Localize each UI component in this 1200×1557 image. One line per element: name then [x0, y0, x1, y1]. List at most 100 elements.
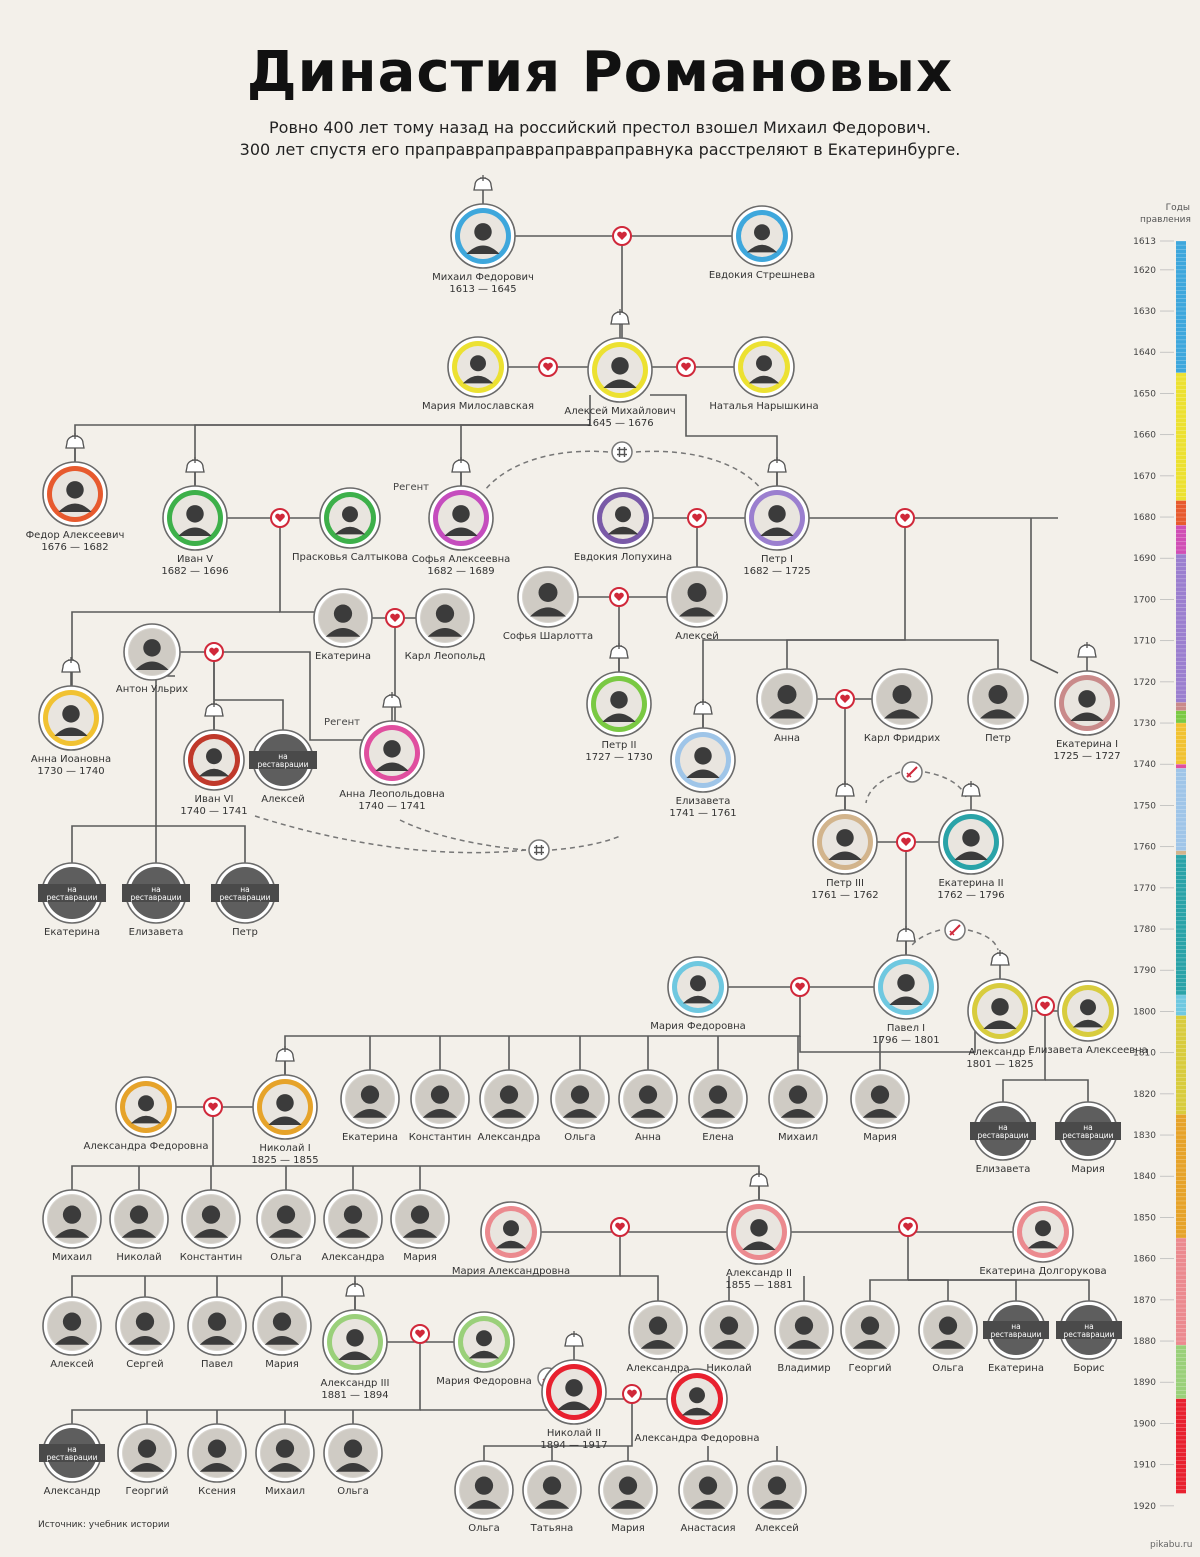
person-node-vladimir-aleksandrovich[interactable]: Владимир: [774, 1300, 834, 1374]
person-node-mikhail-nikolaevich[interactable]: Михаил: [42, 1189, 102, 1263]
person-node-evdokia-lopukhina[interactable]: Евдокия Лопухина: [574, 487, 672, 563]
portrait-body: [422, 1108, 458, 1118]
person-node-anton-ulrikh[interactable]: Антон Ульрих: [116, 623, 188, 695]
person-node-anastasia-nikolaevna[interactable]: Анастасия: [678, 1460, 738, 1534]
person-node-mikhail-pavlovich[interactable]: Михаил: [768, 1069, 828, 1143]
portrait-body: [557, 1401, 591, 1410]
person-node-olga-pavlovna[interactable]: Ольга: [550, 1069, 610, 1143]
person-node-sofia-charlotta[interactable]: Софья Шарлотта: [503, 566, 593, 642]
person-node-natalia-naryshkina[interactable]: Наталья Нарышкина: [709, 336, 819, 412]
person-name: Елизавета: [676, 796, 731, 807]
portrait-body: [530, 607, 566, 617]
crown-icon: [345, 1281, 365, 1310]
person-name: Мария: [863, 1132, 897, 1143]
person-node-maria-aleksandrovna-2[interactable]: Мария: [252, 1296, 312, 1370]
person-node-maria-nikolaevna[interactable]: Мария: [390, 1189, 450, 1263]
person-node-aleksandra-nikolaevna[interactable]: Александра: [322, 1189, 385, 1263]
person-node-aleksandra-fedorovna-1[interactable]: Александра Федоровна: [84, 1076, 209, 1152]
person-node-sergei-aleksandrovich[interactable]: Сергей: [115, 1296, 175, 1370]
person-node-ekaterina-pavlovna[interactable]: Екатерина: [340, 1069, 400, 1143]
person-node-evdokia-streshneva[interactable]: Евдокия Стрешнева: [709, 205, 815, 281]
restoration-text: реставрации: [257, 760, 308, 769]
person-node-karl-fridrikh[interactable]: Карл Фридрих: [864, 668, 940, 744]
timeline-year-label: 1730: [1133, 719, 1156, 729]
person-name: Мария Федоровна: [436, 1376, 532, 1387]
person-node-maria-fedorovna-2[interactable]: Мария Федоровна: [436, 1311, 532, 1387]
person-node-maria-miloslavskaya[interactable]: Мария Милославская: [422, 336, 534, 412]
timeline-year-label: 1620: [1133, 266, 1156, 276]
person-node-anna-petrovna[interactable]: Анна: [756, 668, 818, 744]
person-node-pavel-aleksandrovich[interactable]: Павел: [187, 1296, 247, 1370]
person-node-petr-petrovich[interactable]: Петр: [967, 668, 1029, 744]
person-node-olga-nikolaevna-2[interactable]: Ольга: [454, 1460, 514, 1534]
tree-line: [71, 1342, 421, 1426]
person-node-ekaterina-ivanovna[interactable]: Екатерина: [313, 588, 373, 662]
reign-segment: [1176, 854, 1186, 995]
person-node-konstantin-pavlovich[interactable]: Константин: [409, 1069, 472, 1143]
person-node-nikolai-nikolaevich[interactable]: Николай: [109, 1189, 169, 1263]
person-node-olga-aleksandrovna[interactable]: Ольга: [323, 1423, 383, 1497]
person-node-anna-pavlovna[interactable]: Анна: [618, 1069, 678, 1143]
person-node-maria-pavlovna[interactable]: Мария: [850, 1069, 910, 1143]
person-node-elizaveta-alekseevna[interactable]: Елизавета Алексеевна: [1028, 980, 1148, 1056]
person-node-aleksandra-fedorovna-2[interactable]: Александра Федоровна: [635, 1368, 760, 1444]
person-node-aleksei-aleksandrovich[interactable]: Алексей: [42, 1296, 102, 1370]
person-node-maria-nikolaevna-2[interactable]: Мария: [598, 1460, 658, 1534]
person-node-nikolai-aleksandrovich[interactable]: Николай: [699, 1300, 759, 1374]
person-node-aleksandra-pavlovna[interactable]: Александра: [478, 1069, 541, 1143]
person-name: Ольга: [270, 1252, 302, 1263]
portrait-body: [930, 1339, 966, 1349]
person-node-elena-pavlovna[interactable]: Елена: [688, 1069, 748, 1143]
person-node-aleksei-petrovich[interactable]: Алексей: [666, 566, 728, 642]
person-node-karl-leopold[interactable]: Карл Леопольд: [405, 588, 486, 662]
portrait-body: [325, 627, 361, 637]
person-node-maria-aleksandrovna[interactable]: Мария Александровна: [452, 1201, 570, 1277]
restoration-text: реставрации: [977, 1131, 1028, 1140]
person-node-olga-nikolaevna[interactable]: Ольга: [256, 1189, 316, 1263]
person-node-mikhail-aleksandrovich[interactable]: Михаил: [255, 1423, 315, 1497]
person-node-maria-fedorovna-1[interactable]: Мария Федоровна: [650, 956, 746, 1032]
person-node-praskovya-saltykova[interactable]: Прасковья Салтыкова: [292, 487, 408, 563]
person-node-tatiana-nikolaevna[interactable]: Татьяна: [522, 1460, 582, 1534]
person-node-olga-yurevskaya[interactable]: Ольга: [918, 1300, 978, 1374]
person-node-konstantin-nikolaevich[interactable]: Константин: [180, 1189, 243, 1263]
person-node-aleksandra-aleksandrovna[interactable]: Александра: [627, 1300, 690, 1374]
person-node-ksenia-aleksandrovna[interactable]: Ксения: [187, 1423, 247, 1497]
person-node-georgii-yurevskii[interactable]: Георгий: [840, 1300, 900, 1374]
person-node-georgii-aleksandrovich[interactable]: Георгий: [117, 1423, 177, 1497]
crown-icon: [473, 175, 493, 204]
person-node-ekaterina-dolgorukova[interactable]: Екатерина Долгорукова: [979, 1201, 1107, 1277]
person-name: Петр: [985, 733, 1011, 744]
person-node-aleksei-nikolaevich[interactable]: Алексей: [747, 1460, 807, 1534]
heart-icon: [1035, 996, 1055, 1016]
